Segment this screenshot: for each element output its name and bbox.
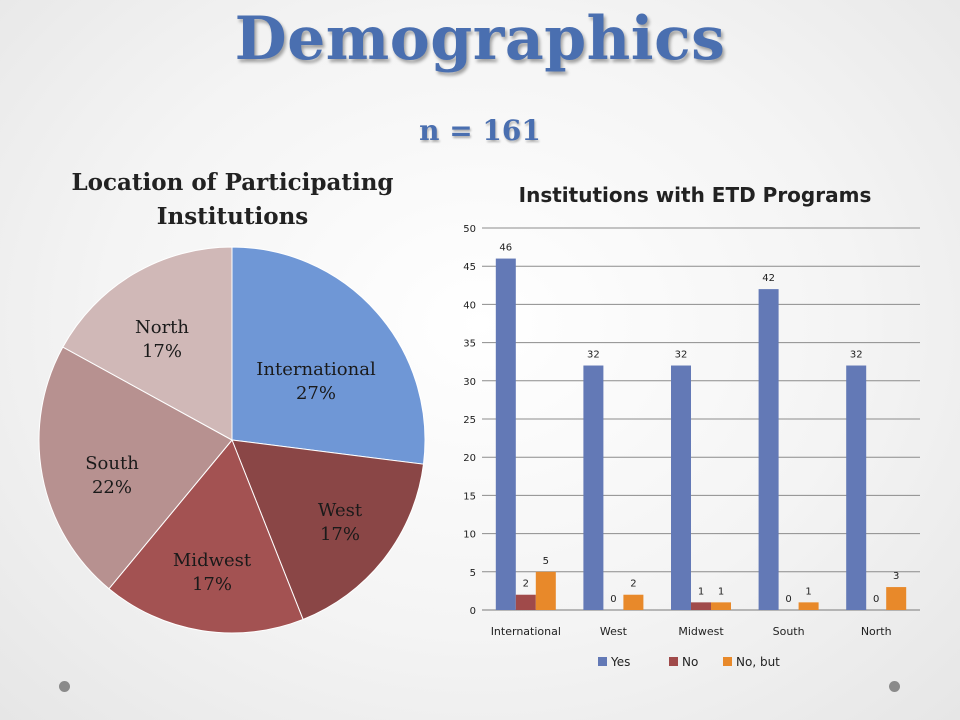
y-tick-label: 40 [463,300,476,311]
bar-value-label: 32 [675,350,688,361]
y-tick-label: 50 [463,224,476,235]
bar-value-label: 46 [499,243,512,254]
bar-value-label: 5 [543,556,549,567]
y-tick-label: 35 [463,339,476,350]
legend-swatch-no [669,657,678,666]
bar-value-label: 3 [893,571,899,582]
pie-label-midwest: Midwest [173,550,252,571]
pie-percent-north: 17% [142,341,182,362]
x-tick-label: West [600,625,628,638]
legend-label-no-but: No, but [736,655,780,669]
bar-value-label: 0 [785,594,791,605]
pie-label-south: South [85,453,139,474]
bar-no-but [798,602,819,610]
bar-value-label: 2 [523,579,529,590]
pie-slice-midwest [108,439,304,634]
pie-slice-west [231,439,425,621]
bar-value-label: 0 [873,594,879,605]
x-tick-label: International [491,625,561,638]
bar-value-label: 32 [850,350,863,361]
y-tick-label: 45 [463,262,476,273]
y-tick-label: 0 [470,606,476,617]
bar-value-label: 1 [805,586,811,597]
pie-percent-south: 22% [92,477,132,498]
bar-no [691,602,711,610]
bar-yes [583,365,604,610]
y-tick-label: 10 [463,530,476,541]
bar-chart-title: Institutions with ETD Programs [518,183,872,207]
pie-slice-south [38,346,233,590]
legend-label-no: No [682,655,698,669]
x-tick-label: South [773,625,805,638]
legend-swatch-yes [598,657,607,666]
bar-yes [846,365,867,610]
bar-no-but [711,602,731,610]
bar-value-label: 2 [630,579,636,590]
bar-yes [495,258,516,610]
bar-value-label: 32 [587,350,600,361]
y-tick-label: 5 [470,568,476,579]
slide-title: Demographics [234,4,726,74]
bar-no-but [623,594,644,610]
y-tick-label: 25 [463,415,476,426]
bar-value-label: 1 [698,586,704,597]
y-tick-label: 20 [463,453,476,464]
pie-slice-international [231,246,426,465]
pie-label-international: International [256,359,376,380]
bar-yes [671,365,691,610]
bar-no [515,594,536,610]
bar-value-label: 42 [762,273,775,284]
y-tick-label: 15 [463,491,476,502]
bar-value-label: 0 [610,594,616,605]
slide-dot-right [889,681,900,692]
legend-swatch-no-but [723,657,732,666]
bar-yes [758,289,779,610]
bar-no-but [886,587,907,610]
pie-slice-north [62,246,233,441]
bar-no-but [535,571,556,610]
pie-percent-west: 17% [320,524,360,545]
pie-chart-title: Location of Participating Institutions [71,169,394,230]
legend-label-yes: Yes [610,655,630,669]
x-tick-label: North [861,625,892,638]
pie-label-north: North [135,317,189,338]
y-tick-label: 30 [463,377,476,388]
pie-percent-international: 27% [296,383,336,404]
x-tick-label: Midwest [678,625,724,638]
pie-percent-midwest: 17% [192,574,232,595]
bar-value-label: 1 [718,586,724,597]
sample-size: n = 161 [419,114,541,147]
slide-dot-left [59,681,70,692]
pie-label-west: West [318,500,363,521]
